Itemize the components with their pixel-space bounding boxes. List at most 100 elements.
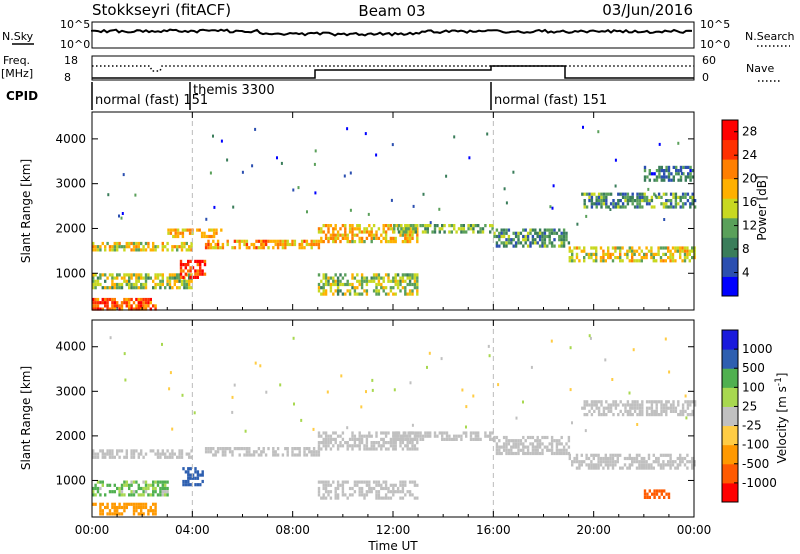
echo-cell xyxy=(92,297,95,302)
echo-cell xyxy=(621,202,625,206)
echo-cell xyxy=(344,480,347,484)
echo-cell xyxy=(522,244,525,248)
echo-cell xyxy=(628,453,631,457)
echo-cell xyxy=(142,245,145,249)
echo-cell xyxy=(667,246,670,250)
velocity-colorbar-segment xyxy=(722,406,738,427)
echo-cell xyxy=(631,413,634,417)
echo-cell xyxy=(260,246,263,250)
echo-cell xyxy=(322,276,325,280)
echo-cell xyxy=(154,509,157,513)
echo-cell xyxy=(384,496,388,500)
echo-cell xyxy=(621,192,625,196)
echo-cell xyxy=(96,307,100,311)
echo-cell xyxy=(674,406,678,410)
echo-cell xyxy=(293,239,297,243)
echo-cell xyxy=(592,456,595,461)
echo-cell xyxy=(106,452,109,456)
echo-cell xyxy=(152,493,155,497)
echo-cell xyxy=(116,276,119,280)
echo-scatter-point xyxy=(313,162,316,166)
echo-cell xyxy=(305,447,309,451)
echo-cell xyxy=(334,289,337,293)
echo-cell xyxy=(92,455,95,459)
echo-cell xyxy=(132,455,136,459)
echo-scatter-point xyxy=(251,164,254,168)
echo-cell xyxy=(184,272,187,276)
echo-cell xyxy=(144,490,148,494)
echo-cell xyxy=(161,245,164,249)
echo-cell xyxy=(132,286,136,290)
echo-cell xyxy=(672,192,675,196)
echo-cell xyxy=(408,236,412,240)
echo-cell xyxy=(368,483,371,487)
echo-cell xyxy=(477,230,480,234)
echo-cell xyxy=(659,463,663,467)
echo-cell xyxy=(356,286,359,290)
echo-cell xyxy=(341,480,345,484)
echo-cell xyxy=(531,451,535,456)
echo-cell xyxy=(106,505,109,510)
echo-cell xyxy=(96,304,100,308)
echo-cell xyxy=(147,483,150,487)
echo-cell xyxy=(635,249,639,253)
echo-cell xyxy=(655,456,658,461)
echo-cell xyxy=(336,279,340,283)
echo-cell xyxy=(322,437,325,441)
echo-cell xyxy=(433,227,437,231)
echo-cell xyxy=(512,451,515,456)
echo-cell xyxy=(212,447,215,451)
echo-cell xyxy=(142,455,145,459)
echo-cell xyxy=(688,460,691,464)
echo-cell xyxy=(298,242,301,247)
echo-scatter-point xyxy=(614,158,617,162)
echo-cell xyxy=(684,400,687,404)
echo-cell xyxy=(657,463,660,467)
echo-cell xyxy=(164,486,167,491)
echo-cell xyxy=(681,259,684,263)
echo-cell xyxy=(132,502,136,506)
echo-cell xyxy=(99,276,102,280)
echo-cell xyxy=(154,304,157,308)
echo-cell xyxy=(648,413,651,417)
echo-cell xyxy=(370,227,373,231)
echo-cell xyxy=(662,466,665,470)
echo-cell xyxy=(512,442,515,446)
echo-cell xyxy=(599,256,603,260)
echo-cell xyxy=(633,460,636,464)
echo-cell xyxy=(683,463,687,467)
echo-cell xyxy=(453,227,456,231)
echo-cell xyxy=(332,279,335,283)
echo-scatter-point xyxy=(647,187,650,191)
echo-cell xyxy=(562,244,566,248)
echo-cell xyxy=(224,447,227,451)
echo-cell xyxy=(590,406,594,410)
echo-cell xyxy=(140,509,143,513)
echo-scatter-point xyxy=(360,405,363,409)
echo-cell xyxy=(118,502,121,506)
echo-cell xyxy=(399,441,402,445)
echo-cell xyxy=(123,502,126,506)
echo-cell xyxy=(181,234,185,239)
power-x-ticks xyxy=(91,112,695,310)
echo-cell xyxy=(394,441,397,445)
echo-cell xyxy=(101,480,104,484)
echo-cell xyxy=(412,224,415,228)
echo-cell xyxy=(505,442,508,446)
echo-cell xyxy=(534,448,537,452)
echo-cell xyxy=(526,234,530,239)
echo-cell xyxy=(541,241,544,245)
echo-cell xyxy=(166,279,169,283)
power-colorbar-tick-label: 16 xyxy=(742,195,757,209)
echo-cell xyxy=(562,231,566,235)
echo-cell xyxy=(137,297,140,302)
echo-cell xyxy=(541,244,544,248)
echo-cell xyxy=(621,205,625,209)
echo-cell xyxy=(638,466,641,470)
echo-scatter-point xyxy=(293,402,295,406)
echo-cell xyxy=(619,453,622,457)
echo-cell xyxy=(101,502,104,506)
echo-cell xyxy=(389,444,393,448)
station-title: Stokkseyri (fitACF) xyxy=(92,1,231,19)
echo-cell xyxy=(495,228,499,232)
